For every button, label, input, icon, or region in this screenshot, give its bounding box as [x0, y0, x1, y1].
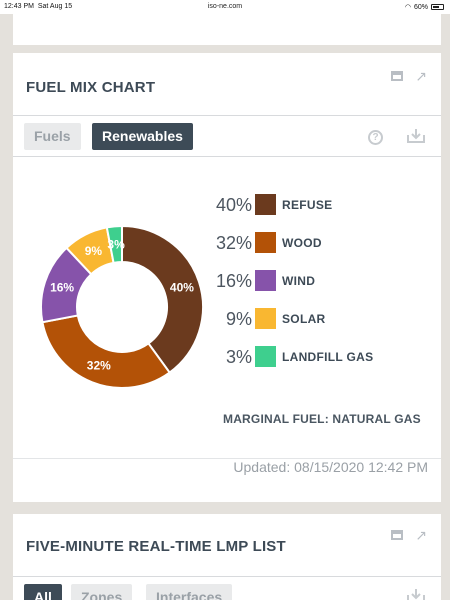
divider	[13, 156, 441, 157]
donut-slice-wood[interactable]	[41, 314, 172, 389]
legend-label: LANDFILL GAS	[282, 350, 374, 364]
legend-label: REFUSE	[282, 198, 333, 212]
legend-swatch	[255, 194, 276, 215]
divider	[13, 115, 441, 116]
download-icon[interactable]	[406, 588, 426, 600]
status-right: ◠ 60%	[405, 3, 444, 11]
legend-percent: 32%	[215, 233, 252, 253]
legend-swatch	[255, 232, 276, 253]
tab-renewables[interactable]: Renewables	[92, 123, 193, 150]
legend-percent: 40%	[215, 195, 252, 215]
divider	[13, 458, 441, 459]
slice-data-label: 3%	[107, 237, 125, 251]
window-icon[interactable]	[391, 530, 404, 540]
marginal-fuel: MARGINAL FUEL: NATURAL GAS	[223, 412, 421, 426]
wifi-icon: ◠	[404, 4, 411, 11]
slice-data-label: 32%	[87, 359, 111, 373]
legend-item[interactable]: 9% SOLAR	[208, 308, 428, 330]
fuel-mix-donut-chart: 40% 32% 16% 9% 3%	[40, 225, 204, 389]
legend-percent: 16%	[215, 271, 252, 291]
legend-swatch	[255, 346, 276, 367]
card-title: FIVE-MINUTE REAL-TIME LMP LIST	[26, 538, 286, 555]
address-url[interactable]: iso-ne.com	[207, 3, 243, 10]
legend-label: WIND	[282, 274, 316, 288]
card-actions: ↗	[391, 528, 427, 542]
divider	[13, 576, 441, 577]
slice-data-label: 40%	[170, 281, 194, 295]
status-time: 12:43 PM Sat Aug 15	[4, 3, 73, 10]
updated-timestamp: Updated: 08/15/2020 12:42 PM	[233, 459, 428, 475]
battery-percent: 60%	[413, 3, 428, 11]
card-actions: ↗	[391, 69, 427, 83]
legend-item[interactable]: 3% LANDFILL GAS	[208, 346, 428, 368]
expand-arrow-icon[interactable]: ↗	[415, 68, 427, 84]
help-circle-icon[interactable]: ?	[368, 130, 383, 145]
legend-swatch	[255, 270, 276, 291]
legend-percent: 9%	[225, 309, 252, 329]
battery-icon	[431, 4, 444, 10]
legend-swatch	[255, 308, 276, 329]
card-title: FUEL MIX CHART	[26, 79, 156, 96]
lmp-card: FIVE-MINUTE REAL-TIME LMP LIST ↗ All Zon…	[13, 514, 441, 600]
legend-label: WOOD	[282, 236, 322, 250]
legend-item[interactable]: 40% REFUSE	[208, 194, 428, 216]
window-icon[interactable]	[391, 71, 404, 81]
slice-data-label: 9%	[85, 244, 103, 258]
legend-percent: 3%	[225, 347, 252, 367]
tab-fuels[interactable]: Fuels	[24, 123, 81, 150]
donut-slice-landfill-gas[interactable]	[105, 225, 123, 264]
legend-item[interactable]: 32% WOOD	[208, 232, 428, 254]
tab-all[interactable]: All	[24, 584, 62, 600]
legend-item[interactable]: 16% WIND	[208, 270, 428, 292]
download-icon[interactable]	[406, 128, 426, 144]
tab-interfaces[interactable]: Interfaces	[146, 584, 233, 600]
tab-zones[interactable]: Zones	[71, 584, 133, 600]
expand-arrow-icon[interactable]: ↗	[415, 527, 427, 543]
previous-card	[13, 14, 441, 45]
donut-slice-refuse[interactable]	[121, 225, 204, 374]
slice-data-label: 16%	[50, 281, 74, 295]
status-bar: 12:43 PM Sat Aug 15 iso-ne.com ◠ 60%	[0, 0, 450, 14]
legend-label: SOLAR	[282, 312, 326, 326]
